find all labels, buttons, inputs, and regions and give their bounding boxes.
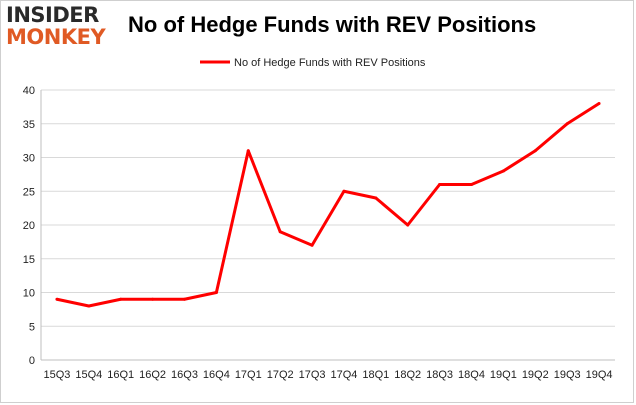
data-point bbox=[214, 291, 218, 294]
data-point bbox=[310, 243, 314, 247]
y-tick-label: 25 bbox=[23, 186, 35, 198]
x-tick-label: 15Q3 bbox=[43, 369, 70, 381]
x-tick-label: 16Q2 bbox=[139, 369, 166, 381]
chart-title: No of Hedge Funds with REV Positions bbox=[128, 12, 537, 37]
y-tick-label: 10 bbox=[23, 288, 35, 300]
x-tick-label: 18Q3 bbox=[426, 369, 453, 381]
legend-label: No of Hedge Funds with REV Positions bbox=[234, 57, 426, 69]
y-tick-label: 35 bbox=[23, 119, 35, 131]
y-tick-label: 20 bbox=[23, 220, 35, 232]
data-point bbox=[183, 297, 186, 301]
data-point bbox=[119, 297, 123, 301]
data-point bbox=[342, 189, 346, 193]
data-point bbox=[501, 169, 505, 173]
data-point bbox=[278, 230, 282, 234]
data-point bbox=[470, 183, 473, 186]
y-tick-label: 40 bbox=[23, 85, 35, 97]
x-tick-label: 17Q1 bbox=[235, 369, 262, 381]
data-point bbox=[374, 196, 378, 200]
insider-monkey-logo: INSIDER MONKEY bbox=[6, 4, 110, 54]
y-tick-label: 15 bbox=[23, 254, 35, 266]
x-tick-label: 16Q1 bbox=[107, 369, 134, 381]
x-tick-label: 16Q4 bbox=[203, 369, 230, 381]
x-tick-label: 16Q3 bbox=[171, 369, 198, 381]
logo-line-1: INSIDER bbox=[6, 3, 99, 27]
y-tick-label: 0 bbox=[29, 355, 35, 367]
data-point bbox=[151, 297, 155, 301]
x-tick-label: 15Q4 bbox=[75, 369, 102, 381]
x-tick-label: 19Q4 bbox=[586, 369, 613, 381]
data-point bbox=[533, 149, 537, 153]
data-point bbox=[87, 304, 91, 308]
data-point bbox=[438, 183, 442, 186]
data-point bbox=[597, 102, 601, 105]
x-tick-label: 17Q4 bbox=[330, 369, 357, 381]
x-tick-label: 17Q2 bbox=[267, 369, 294, 381]
y-tick-label: 5 bbox=[29, 321, 35, 333]
x-tick-label: 19Q1 bbox=[490, 369, 517, 381]
data-point bbox=[406, 223, 410, 227]
logo-line-2: MONKEY bbox=[6, 25, 106, 49]
x-tick-label: 19Q3 bbox=[554, 369, 581, 381]
x-tick-label: 19Q2 bbox=[522, 369, 549, 381]
x-tick-label: 17Q3 bbox=[299, 369, 326, 381]
series-line bbox=[56, 102, 600, 308]
x-tick-label: 18Q1 bbox=[362, 369, 389, 381]
data-point bbox=[246, 149, 250, 153]
x-tick-label: 18Q4 bbox=[458, 369, 485, 381]
x-tick-label: 18Q2 bbox=[394, 369, 421, 381]
data-point bbox=[55, 297, 59, 301]
data-point bbox=[565, 122, 569, 126]
y-tick-label: 30 bbox=[23, 153, 35, 165]
